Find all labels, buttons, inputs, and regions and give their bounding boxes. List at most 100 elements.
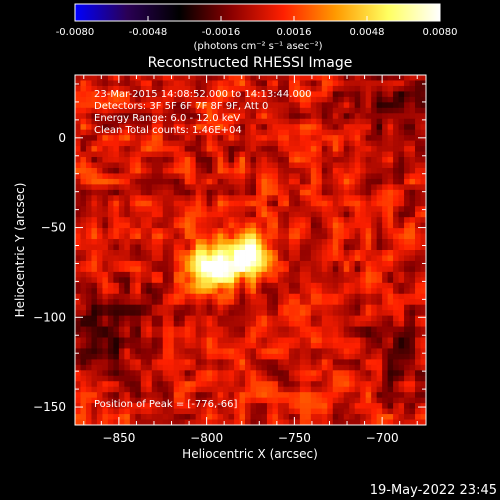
heatmap-cell [151,167,158,174]
heatmap-cell [299,167,306,174]
heatmap-cell [398,80,405,87]
heatmap-cell [96,359,103,366]
heatmap-cell [179,419,186,426]
heatmap-cell [212,184,218,191]
heatmap-cell [75,342,81,349]
heatmap-cell [283,337,290,344]
heatmap-cell [316,129,323,136]
heatmap-cell [376,189,383,196]
heatmap-cell [299,135,306,142]
heatmap-cell [387,129,394,136]
heatmap-cell [162,102,169,109]
heatmap-cell [113,107,120,114]
heatmap-cell [129,359,136,366]
heatmap-cell [365,173,372,180]
heatmap-cell [239,173,246,180]
heatmap-cell [266,80,273,87]
heatmap-cell [201,102,208,109]
heatmap-cell [245,260,251,267]
heatmap-cell [398,107,405,114]
heatmap-cell [321,337,328,344]
heatmap-cell [75,250,81,256]
heatmap-cell [327,107,334,114]
heatmap-cell [168,85,175,92]
heatmap-cell [398,157,405,163]
heatmap-cell [332,299,339,306]
heatmap-cell [393,157,399,163]
heatmap-cell [75,239,81,245]
heatmap-cell [162,266,169,273]
heatmap-cell [294,228,301,234]
heatmap-cell [107,353,114,360]
heatmap-cell [239,293,246,300]
heatmap-cell [157,359,164,366]
heatmap-cell [332,222,339,229]
heatmap-cell [80,255,87,262]
heatmap-cell [206,222,213,229]
heatmap-cell [398,217,405,224]
heatmap-cell [245,337,251,344]
heatmap-cell [294,337,301,344]
heatmap-cell [124,392,131,399]
heatmap-cell [118,332,125,338]
heatmap-cell [168,135,175,142]
heatmap-cell [80,304,87,311]
heatmap-cell [376,75,383,81]
heatmap-cell [206,255,213,262]
heatmap-cell [85,244,92,251]
heatmap-cell [305,293,312,300]
heatmap-cell [310,200,317,207]
heatmap-cell [102,381,109,388]
heatmap-cell [387,118,394,125]
heatmap-cell [387,364,394,371]
heatmap-cell [294,282,301,289]
heatmap-cell [332,326,339,333]
heatmap-cell [91,178,98,185]
heatmap-cell [250,91,257,98]
heatmap-cell [91,392,98,399]
heatmap-cell [184,113,191,120]
heatmap-cell [124,277,131,284]
heatmap-cell [365,332,372,338]
heatmap-cell [288,178,295,185]
heatmap-cell [349,189,356,196]
heatmap-cell [201,348,208,355]
heatmap-cell [239,195,246,202]
heatmap-cell [316,211,323,218]
heatmap-cell [376,419,383,426]
heatmap-cell [217,414,224,420]
heatmap-cell [365,392,372,399]
heatmap-cell [310,206,317,213]
heatmap-cell [321,304,328,311]
heatmap-cell [217,151,224,158]
heatmap-cell [250,332,257,338]
heatmap-cell [272,135,279,142]
heatmap-cell [255,184,262,191]
heatmap-cell [212,233,218,240]
heatmap-cell [332,250,339,256]
heatmap-cell [190,178,197,185]
heatmap-cell [146,244,153,251]
heatmap-cell [250,135,257,142]
heatmap-cell [310,151,317,158]
heatmap-cell [294,293,301,300]
heatmap-cell [360,75,367,81]
colorbar-tick-label: -0.0080 [56,27,95,38]
heatmap-cell [415,364,421,371]
heatmap-cell [321,239,328,245]
heatmap-cell [135,392,142,399]
heatmap-cell [327,386,334,393]
heatmap-cell [398,310,405,317]
heatmap-cell [113,85,120,92]
heatmap-cell [85,260,92,267]
heatmap-cell [415,403,421,409]
heatmap-cell [360,222,367,229]
heatmap-cell [321,348,328,355]
heatmap-cell [206,118,213,125]
heatmap-cell [190,206,197,213]
heatmap-cell [179,184,186,191]
heatmap-cell [310,419,317,426]
heatmap-cell [398,326,405,333]
heatmap-cell [338,85,345,92]
heatmap-cell [146,277,153,284]
